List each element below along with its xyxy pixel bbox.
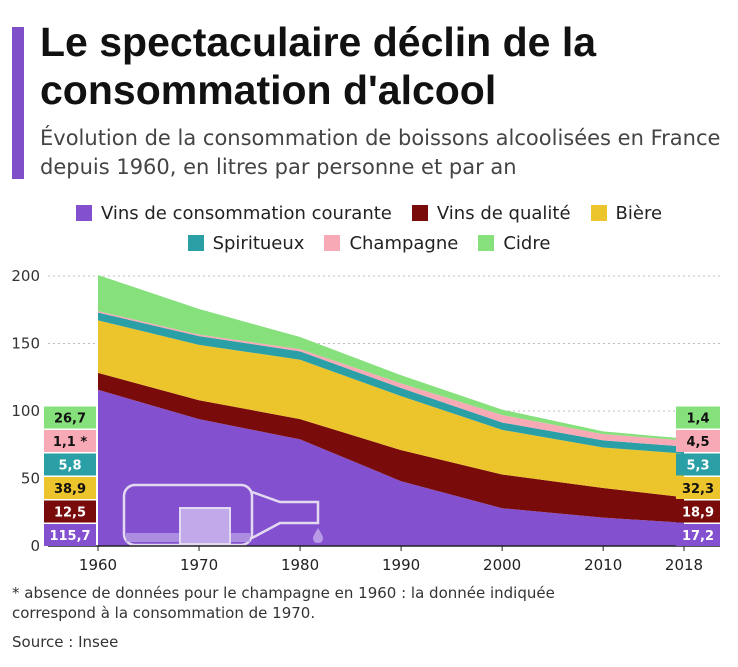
value-label: 32,3 — [676, 477, 720, 499]
legend-row: Vins de consommation courante Vins de qua… — [0, 198, 738, 228]
x-tick-label: 2018 — [665, 556, 703, 574]
area-series — [98, 320, 684, 498]
x-tick-label: 1980 — [281, 556, 319, 574]
legend-swatch — [590, 205, 607, 221]
legend-label: Cidre — [503, 232, 551, 254]
area-series — [98, 372, 684, 523]
value-label: 115,7 — [44, 524, 96, 546]
legend-swatch — [478, 235, 495, 251]
legend-swatch — [187, 235, 204, 251]
x-tick-label: 1960 — [79, 556, 117, 574]
wine-bottle-illustration — [122, 483, 323, 547]
svg-text:38,9: 38,9 — [54, 482, 86, 497]
y-tick-label: 0 — [30, 537, 40, 555]
value-label: 5,3 — [676, 453, 720, 476]
legend-swatch — [324, 235, 341, 251]
value-label: 1,1 * — [44, 430, 96, 452]
svg-text:17,2: 17,2 — [682, 529, 714, 544]
legend-item: Vins de consommation courante — [75, 202, 392, 224]
area-series — [98, 312, 684, 454]
value-label: 4,5 — [676, 430, 720, 452]
area-series — [98, 389, 684, 546]
y-tick-label: 100 — [11, 402, 40, 420]
y-tick-label: 150 — [11, 335, 40, 353]
chart-title: Le spectaculaire déclin de la consommati… — [40, 19, 597, 113]
footnote: * absence de données pour le champagne e… — [12, 584, 555, 622]
source-note: Source : Insee — [12, 633, 119, 651]
svg-text:5,3: 5,3 — [686, 459, 709, 474]
chart-subtitle: Évolution de la consommation de boissons… — [40, 126, 721, 179]
legend-item: Spiritueux — [187, 232, 305, 254]
svg-text:4,5: 4,5 — [686, 435, 709, 450]
value-label: 38,9 — [44, 477, 96, 499]
legend-label: Vins de consommation courante — [100, 202, 392, 224]
svg-text:12,5: 12,5 — [54, 506, 86, 521]
value-label: 26,7 — [44, 406, 96, 429]
y-tick-label: 50 — [21, 470, 40, 488]
y-tick-label: 200 — [11, 267, 40, 285]
value-label: 12,5 — [44, 500, 96, 523]
x-tick-label: 2000 — [483, 556, 521, 574]
value-label: 5,8 — [44, 453, 96, 476]
svg-text:1,1 *: 1,1 * — [53, 435, 88, 450]
legend-item: Champagne — [324, 233, 458, 254]
x-tick-label: 1990 — [382, 556, 420, 574]
x-tick-label: 1970 — [180, 556, 218, 574]
legend-label: Vins de qualité — [436, 202, 571, 224]
legend-label: Bière — [615, 202, 663, 224]
svg-text:115,7: 115,7 — [49, 529, 90, 544]
legend-label: Spiritueux — [212, 232, 305, 254]
value-label: 1,4 — [676, 406, 720, 429]
svg-text:32,3: 32,3 — [682, 482, 714, 497]
legend-item: Vins de qualité — [411, 202, 571, 224]
legend: Vins de consommation courante Vins de qua… — [0, 198, 738, 258]
stacked-area-chart: 0 50 100 150 200 1960 1970 1980 1990 2000 2010 2018… — [11, 267, 720, 574]
svg-text:1,4: 1,4 — [686, 412, 709, 427]
legend-swatch — [411, 205, 428, 221]
value-label: 18,9 — [676, 500, 720, 523]
legend-row: Spiritueux Champagne Cidre — [0, 228, 738, 258]
title-accent-bar — [12, 27, 24, 179]
value-label: 17,2 — [676, 524, 720, 546]
svg-text:5,8: 5,8 — [58, 459, 81, 474]
legend-item: Cidre — [478, 233, 550, 254]
x-tick-label: 2010 — [584, 556, 622, 574]
legend-label: Champagne — [349, 232, 459, 254]
legend-item: Bière — [590, 202, 663, 224]
svg-text:26,7: 26,7 — [54, 412, 86, 427]
svg-text:18,9: 18,9 — [682, 506, 714, 521]
legend-swatch — [75, 205, 92, 221]
